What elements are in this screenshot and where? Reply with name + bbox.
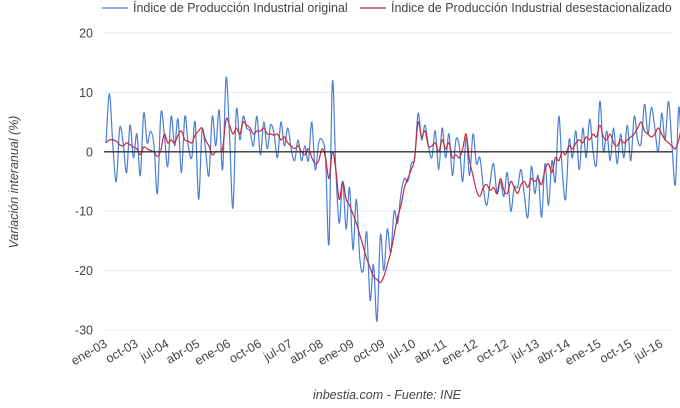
source-note: inbestia.com - Fuente: INE [313, 388, 462, 402]
legend-label-desestacionalizado: Índice de Producción Industrial desestac… [391, 0, 672, 15]
gridlines [104, 32, 672, 331]
legend-label-original: Índice de Producción Industrial original [133, 0, 348, 15]
x-tick-label: ene-03 [69, 336, 110, 368]
chart-legend: Índice de Producción Industrial original… [102, 0, 672, 15]
x-tick-label: oct-15 [597, 336, 634, 366]
x-axis-ticks: ene-03oct-03jul-04abr-05ene-06oct-06jul-… [69, 336, 665, 368]
y-axis-ticks: 20 10 0 -10 -20 -30 [75, 27, 93, 338]
series-line-original[interactable] [105, 76, 680, 322]
x-tick-label: oct-09 [350, 336, 387, 366]
y-tick-label: 20 [79, 27, 93, 41]
x-tick-label: ene-06 [192, 336, 233, 368]
y-tick-label: 0 [86, 145, 93, 159]
legend-item-original[interactable]: Índice de Producción Industrial original [102, 0, 348, 15]
y-tick-label: 10 [79, 86, 93, 100]
x-tick-label: jul-16 [631, 336, 665, 364]
x-tick-label: ene-09 [316, 336, 357, 368]
series-layer [105, 76, 680, 322]
series-line-desestacionalizado[interactable] [105, 117, 680, 284]
x-tick-label: ene-15 [563, 336, 604, 368]
x-tick-label: oct-12 [474, 336, 511, 366]
y-axis-title: Variación interanual (%) [7, 116, 21, 249]
x-tick-label: oct-06 [227, 336, 264, 366]
x-tick-label: ene-12 [439, 336, 480, 368]
y-tick-label: -20 [75, 264, 93, 278]
y-tick-label: -10 [75, 205, 93, 219]
legend-item-desestacionalizado[interactable]: Índice de Producción Industrial desestac… [360, 0, 672, 15]
x-tick-label: oct-03 [103, 336, 140, 366]
x-tick-label: jul-10 [384, 336, 418, 364]
y-tick-label: -30 [75, 324, 93, 338]
